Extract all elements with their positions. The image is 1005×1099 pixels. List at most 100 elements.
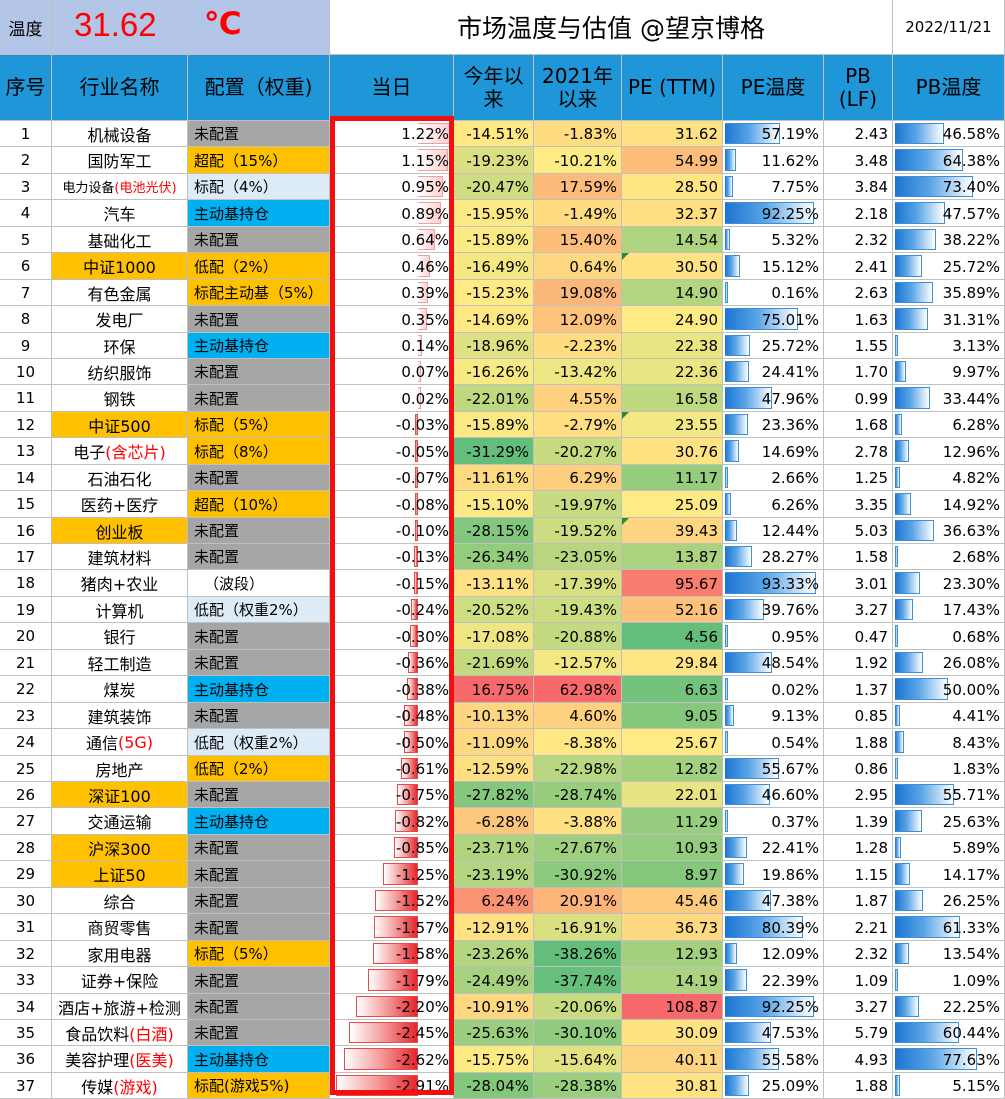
pe-temperature-value: 0.02% (771, 680, 819, 699)
pb-temperature-bar (895, 572, 920, 594)
row-number: 4 (0, 200, 52, 227)
pe-cell: 30.81 (622, 1073, 723, 1099)
allocation-cell: 未配置 (188, 914, 330, 941)
today-change-value: 0.46% (401, 257, 449, 276)
pb-value: 1.09 (854, 971, 888, 990)
pe-cell: 32.37 (622, 200, 723, 227)
pe-temperature-value: 19.86% (761, 865, 819, 884)
allocation-cell: 低配（2%） (188, 253, 330, 280)
industry-name: 创业板 (52, 518, 188, 544)
since2021-change-cell: -1.49% (534, 200, 622, 227)
pb-cell: 3.01 (824, 570, 893, 597)
pb-temperature-cell: 22.25% (893, 994, 1005, 1020)
since2021-change-cell: -37.74% (534, 967, 622, 994)
row-number: 25 (0, 756, 52, 782)
industry-name: 发电厂 (52, 306, 188, 333)
allocation-cell: 主动基持仓 (188, 676, 330, 703)
pe-cell: 30.09 (622, 1020, 723, 1046)
comment-flag-icon (622, 253, 629, 260)
negative-data-bar (356, 996, 418, 1017)
pe-temperature-cell: 12.09% (723, 941, 824, 967)
pb-cell: 2.21 (824, 914, 893, 941)
pe-value: 30.50 (675, 257, 718, 276)
today-change-value: 0.64% (401, 231, 449, 249)
today-change-cell: -0.82% (330, 808, 454, 835)
today-change-value: -1.57% (395, 918, 449, 937)
pe-temperature-value: 9.13% (771, 707, 819, 725)
industry-label: 电子 (73, 443, 106, 462)
industry-name: 有色金属 (52, 280, 188, 306)
industry-name: 上证50 (52, 861, 188, 888)
positive-data-bar (418, 229, 435, 250)
pb-temperature-cell: 25.63% (893, 808, 1005, 835)
industry-name: 基础化工 (52, 227, 188, 253)
today-change-value: -0.03% (395, 416, 449, 434)
since2021-change-value: 6.29% (569, 469, 617, 487)
industry-label: 电力设备 (62, 181, 115, 196)
pe-value: 25.09 (675, 495, 718, 514)
row-number: 17 (0, 544, 52, 570)
pe-value: 12.82 (675, 760, 718, 778)
pe-cell: 11.29 (622, 808, 723, 835)
pb-temperature-cell: 73.40% (893, 174, 1005, 200)
today-change-cell: -0.48% (330, 703, 454, 729)
allocation-cell: 标配(游戏5%) (188, 1073, 330, 1099)
negative-data-bar (395, 810, 418, 832)
pe-temperature-bar (725, 731, 728, 753)
ytd-change-value: -11.61% (466, 469, 529, 487)
since2021-change-value: -38.26% (554, 945, 617, 963)
row-number: 19 (0, 597, 52, 623)
pb-temperature-bar (895, 705, 900, 726)
today-change-cell: 0.07% (330, 359, 454, 385)
negative-data-bar (397, 784, 418, 805)
pb-value: 2.21 (854, 918, 888, 937)
allocation-cell: 未配置 (188, 888, 330, 914)
allocation-cell: 标配（5%） (188, 412, 330, 438)
col-header-ytd: 今年以来 (454, 55, 534, 121)
since2021-change-cell: -12.57% (534, 650, 622, 676)
pb-value: 0.86 (854, 760, 888, 778)
pb-temperature-bar (895, 361, 906, 382)
pb-temperature-bar (895, 625, 898, 647)
since2021-change-value: -30.10% (554, 1024, 617, 1042)
since2021-change-value: -37.74% (554, 971, 617, 990)
since2021-change-value: -20.27% (554, 442, 617, 461)
pe-cell: 31.62 (622, 121, 723, 147)
since2021-change-value: -28.74% (554, 786, 617, 804)
ytd-change-value: -14.51% (466, 125, 529, 143)
pe-temperature-bar (725, 705, 734, 726)
today-change-cell: -1.58% (330, 941, 454, 967)
since2021-change-value: -23.05% (554, 548, 617, 566)
pe-temperature-bar (725, 229, 730, 250)
pb-temperature-cell: 55.71% (893, 782, 1005, 808)
industry-label: 家用电器 (87, 945, 152, 965)
row-number: 3 (0, 174, 52, 200)
industry-note: (5G) (117, 732, 154, 752)
pe-cell: 9.05 (622, 703, 723, 729)
pb-cell: 3.48 (824, 147, 893, 174)
pb-temperature-cell: 36.63% (893, 518, 1005, 544)
pe-temperature-bar (725, 810, 728, 832)
pe-value: 95.67 (675, 574, 718, 593)
industry-label: 钢铁 (103, 390, 136, 409)
pe-temperature-cell: 0.54% (723, 729, 824, 756)
row-number: 34 (0, 994, 52, 1020)
industry-name: 食品饮料 (白酒) (52, 1020, 188, 1046)
pb-value: 1.70 (854, 363, 888, 381)
col-header-industry: 行业名称 (52, 55, 188, 121)
today-change-value: -0.05% (395, 442, 449, 461)
row-number: 18 (0, 570, 52, 597)
today-change-value: -0.15% (395, 574, 449, 593)
positive-data-bar (418, 202, 441, 224)
pb-cell: 3.27 (824, 994, 893, 1020)
pe-value: 23.55 (675, 416, 718, 434)
row-number: 28 (0, 835, 52, 861)
industry-label: 银行 (103, 628, 136, 647)
pe-value: 36.73 (675, 918, 718, 937)
ytd-change-cell: -28.04% (454, 1073, 534, 1099)
pe-cell: 25.67 (622, 729, 723, 756)
since2021-change-value: -30.92% (554, 865, 617, 884)
industry-name: 家用电器 (52, 941, 188, 967)
today-change-value: -0.61% (395, 760, 449, 778)
